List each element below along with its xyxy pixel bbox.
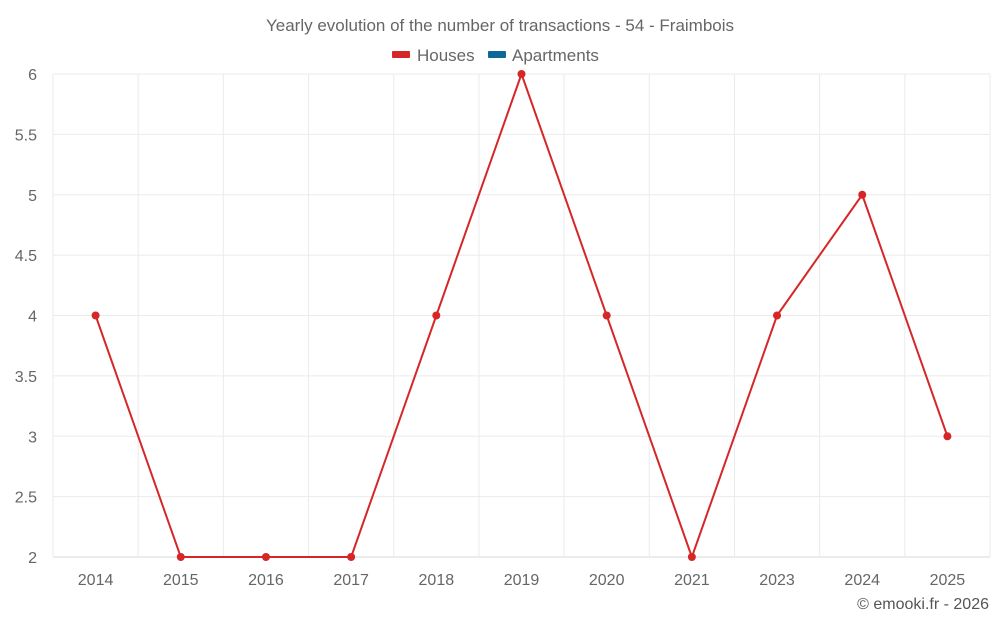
data-point-houses[interactable] bbox=[517, 70, 526, 78]
chart-title: Yearly evolution of the number of transa… bbox=[266, 16, 734, 35]
x-axis-tick-labels: 2014 2015 2016 2017 2018 2019 2020 2021 2023 2024… bbox=[78, 572, 966, 589]
y-tick-label: 4 bbox=[28, 309, 37, 326]
series-houses bbox=[91, 70, 952, 561]
x-tick-label: 2025 bbox=[930, 572, 966, 589]
y-tick-label: 5 bbox=[28, 188, 37, 205]
x-tick-label: 2014 bbox=[78, 572, 114, 589]
data-point-houses[interactable] bbox=[773, 311, 782, 320]
data-point-houses[interactable] bbox=[432, 311, 441, 320]
x-tick-label: 2020 bbox=[589, 572, 625, 589]
legend-item-apartments[interactable]: Apartments bbox=[488, 46, 599, 65]
y-tick-label: 2.5 bbox=[15, 490, 37, 507]
x-tick-label: 2024 bbox=[844, 572, 880, 589]
x-tick-label: 2016 bbox=[248, 572, 284, 589]
y-tick-label: 2 bbox=[28, 550, 37, 567]
y-tick-label: 5.5 bbox=[15, 127, 37, 144]
legend: Houses Apartments bbox=[392, 46, 599, 65]
y-axis-tick-labels: 2 2.5 3 3.5 4 4.5 5 5.5 6 bbox=[15, 67, 37, 567]
data-point-houses[interactable] bbox=[347, 553, 356, 561]
legend-swatch-apartments bbox=[488, 51, 506, 58]
x-tick-label: 2017 bbox=[333, 572, 369, 589]
data-point-houses[interactable] bbox=[91, 311, 100, 320]
y-tick-label: 6 bbox=[28, 67, 37, 84]
credit-text: © emooki.fr - 2026 bbox=[857, 596, 989, 613]
x-tick-label: 2021 bbox=[674, 572, 710, 589]
legend-label-houses: Houses bbox=[417, 46, 475, 65]
y-tick-label: 3 bbox=[28, 429, 37, 446]
legend-swatch-houses bbox=[392, 51, 410, 58]
legend-item-houses[interactable]: Houses bbox=[392, 46, 475, 65]
data-point-houses[interactable] bbox=[602, 311, 611, 320]
legend-label-apartments: Apartments bbox=[512, 46, 599, 65]
data-point-houses[interactable] bbox=[176, 553, 185, 561]
y-tick-label: 4.5 bbox=[15, 248, 37, 265]
x-tick-label: 2019 bbox=[504, 572, 540, 589]
data-point-houses[interactable] bbox=[261, 553, 270, 561]
data-point-houses[interactable] bbox=[687, 553, 696, 561]
data-point-houses[interactable] bbox=[943, 432, 952, 441]
x-tick-label: 2015 bbox=[163, 572, 199, 589]
data-point-houses[interactable] bbox=[858, 190, 867, 199]
y-tick-label: 3.5 bbox=[15, 369, 37, 386]
gridlines bbox=[52, 73, 991, 558]
x-tick-label: 2023 bbox=[759, 572, 795, 589]
x-tick-label: 2018 bbox=[419, 572, 455, 589]
